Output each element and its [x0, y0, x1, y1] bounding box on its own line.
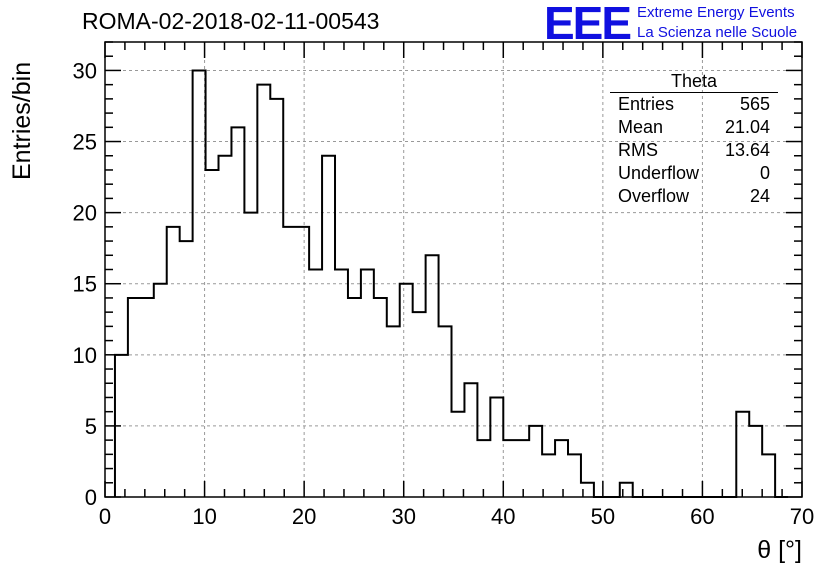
eee-logo: EEE — [544, 0, 632, 49]
histogram-bin — [257, 85, 270, 497]
y-tick-label: 10 — [73, 343, 97, 368]
histogram-bin — [348, 298, 361, 497]
histogram-bin — [309, 270, 322, 498]
histogram-bin — [335, 270, 348, 498]
histogram-bin — [762, 454, 775, 497]
histogram-bin — [141, 298, 154, 497]
histogram-bin — [400, 284, 413, 497]
x-tick-label: 20 — [292, 504, 316, 529]
histogram-bin — [296, 227, 309, 497]
histogram-bin — [231, 127, 244, 497]
histogram-bin — [749, 426, 762, 497]
histogram-bin — [452, 412, 465, 497]
histogram-bin — [361, 270, 374, 498]
histogram-bin — [413, 312, 426, 497]
logo-caption: Extreme Energy Events La Scienza nelle S… — [637, 3, 797, 43]
histogram-bin — [464, 383, 477, 497]
histogram-bin — [542, 454, 555, 497]
y-tick-label: 25 — [73, 130, 97, 155]
x-tick-label: 70 — [790, 504, 814, 529]
stats-label: Mean — [618, 117, 664, 137]
histogram-bin — [387, 326, 400, 497]
chart-title: ROMA-02-2018-02-11-00543 — [82, 8, 380, 34]
histogram-bin — [529, 426, 542, 497]
x-tick-label: 30 — [391, 504, 415, 529]
logo-caption-line1: Extreme Energy Events — [637, 4, 795, 21]
x-tick-label: 50 — [591, 504, 615, 529]
stats-label: Entries — [618, 94, 675, 114]
stats-label: RMS — [618, 140, 658, 160]
histogram-bin — [477, 440, 490, 497]
stats-row-underflow: Underflow 0 — [610, 162, 778, 185]
histogram-bin — [516, 440, 529, 497]
histogram-bin — [154, 284, 167, 497]
histogram-bin — [180, 241, 193, 497]
histogram-bin — [555, 440, 568, 497]
histogram-bin — [167, 227, 180, 497]
stats-row-overflow: Overflow 24 — [610, 185, 778, 208]
stats-value: 13.64 — [724, 140, 770, 160]
y-tick-label: 5 — [85, 414, 97, 439]
stats-title: Theta — [610, 70, 778, 93]
histogram-bin — [322, 156, 335, 497]
histogram-bin — [439, 326, 452, 497]
histogram-bin — [270, 99, 283, 497]
stats-row-rms: RMS 13.64 — [610, 139, 778, 162]
histogram-bin — [128, 298, 141, 497]
stats-label: Underflow — [618, 163, 700, 183]
histogram-bin — [283, 227, 296, 497]
x-tick-label: 60 — [690, 504, 714, 529]
y-axis-label: Entries/bin — [8, 61, 36, 180]
x-tick-label: 10 — [192, 504, 216, 529]
y-tick-label: 20 — [73, 201, 97, 226]
histogram-bin — [490, 397, 503, 497]
stats-box: Theta Entries 565 Mean 21.04 RMS 13.64 U… — [610, 70, 778, 208]
stats-label: Overflow — [618, 186, 690, 206]
histogram-bin — [206, 170, 219, 497]
y-tick-label: 30 — [73, 58, 97, 83]
histogram-bin — [568, 454, 581, 497]
y-tick-label: 0 — [85, 485, 97, 510]
stats-value: 565 — [739, 94, 770, 114]
histogram-bin — [219, 156, 232, 497]
x-tick-label: 40 — [491, 504, 515, 529]
logo-caption-line2: La Scienza nelle Scuole — [637, 24, 798, 41]
stats-value: 21.04 — [724, 117, 770, 137]
histogram-bin — [620, 483, 633, 497]
stats-row-entries: Entries 565 — [610, 93, 778, 116]
histogram-bin — [426, 255, 439, 497]
x-tick-label: 0 — [99, 504, 111, 529]
y-tick-label: 15 — [73, 272, 97, 297]
stats-value: 24 — [749, 186, 770, 206]
histogram-bin — [503, 440, 516, 497]
x-axis-label: θ [°] — [757, 536, 802, 564]
stats-value: 0 — [759, 163, 770, 183]
stats-row-mean: Mean 21.04 — [610, 116, 778, 139]
histogram-bin — [736, 412, 749, 497]
histogram-bin — [374, 298, 387, 497]
